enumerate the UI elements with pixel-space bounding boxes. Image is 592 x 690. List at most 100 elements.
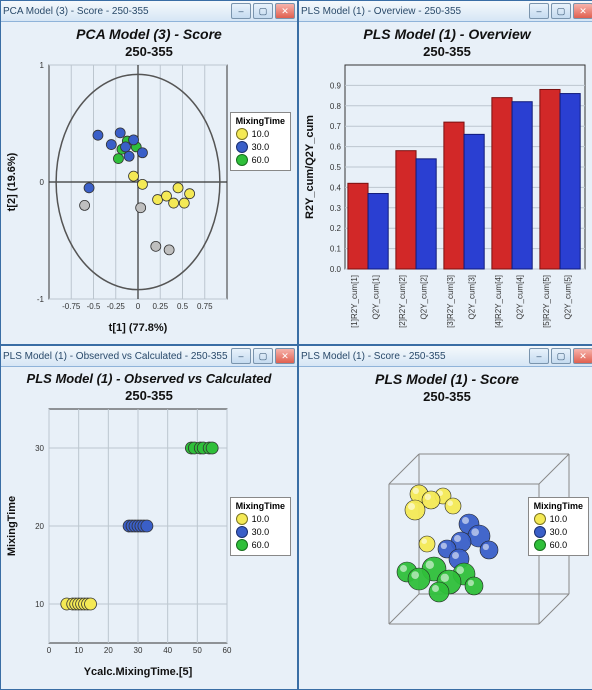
- svg-text:0.4: 0.4: [330, 183, 342, 192]
- window-title: PLS Model (1) - Score - 250-355: [301, 351, 446, 362]
- titlebar[interactable]: PLS Model (1) - Score - 250-355 – ▢ ✕: [299, 346, 592, 367]
- window-pls-observed: PLS Model (1) - Observed vs Calculated -…: [0, 345, 298, 690]
- svg-text:Q2Y_cum[1]: Q2Y_cum[1]: [372, 275, 381, 319]
- svg-text:1: 1: [40, 61, 45, 70]
- close-button[interactable]: ✕: [573, 348, 592, 364]
- chart-subtitle: 250-355: [1, 44, 297, 59]
- legend-label: 60.0: [252, 540, 270, 550]
- legend: MixingTime 10.0 30.0 60.0: [230, 497, 291, 556]
- chart-title: PLS Model (1) - Observed vs Calculated: [1, 371, 297, 386]
- svg-text:t[2] (19.6%): t[2] (19.6%): [6, 152, 18, 211]
- window-buttons: – ▢ ✕: [529, 348, 592, 364]
- legend-swatch: [236, 526, 248, 538]
- legend-item: 30.0: [236, 526, 285, 538]
- chart-subtitle: 250-355: [1, 388, 297, 403]
- window-pls-overview: PLS Model (1) - Overview - 250-355 – ▢ ✕…: [298, 0, 592, 345]
- window-title: PLS Model (1) - Observed vs Calculated -…: [3, 351, 228, 362]
- legend: MixingTime 10.030.060.0: [230, 112, 291, 171]
- svg-text:0.5: 0.5: [177, 302, 189, 311]
- svg-text:[3]R2Y_cum[3]: [3]R2Y_cum[3]: [446, 275, 455, 328]
- maximize-button[interactable]: ▢: [551, 3, 571, 19]
- svg-text:0: 0: [136, 302, 141, 311]
- legend-item: 10.0: [236, 513, 285, 525]
- svg-text:0.8: 0.8: [330, 102, 342, 111]
- svg-text:-0.25: -0.25: [107, 302, 126, 311]
- legend-label: 10.0: [550, 514, 568, 524]
- close-button[interactable]: ✕: [573, 3, 592, 19]
- desktop: PCA Model (3) - Score - 250-355 – ▢ ✕ PC…: [0, 0, 592, 690]
- svg-text:[4]R2Y_cum[4]: [4]R2Y_cum[4]: [494, 275, 503, 328]
- svg-text:-0.75: -0.75: [62, 302, 81, 311]
- svg-text:Q2Y_cum[4]: Q2Y_cum[4]: [516, 275, 525, 319]
- minimize-button[interactable]: –: [231, 348, 251, 364]
- svg-text:20: 20: [104, 646, 113, 655]
- legend-title: MixingTime: [236, 116, 285, 126]
- svg-text:40: 40: [163, 646, 172, 655]
- svg-text:0.25: 0.25: [152, 302, 168, 311]
- legend-label: 60.0: [550, 540, 568, 550]
- titlebar[interactable]: PLS Model (1) - Observed vs Calculated -…: [1, 346, 297, 367]
- titlebar[interactable]: PCA Model (3) - Score - 250-355 – ▢ ✕: [1, 1, 297, 22]
- svg-text:10: 10: [35, 600, 44, 609]
- maximize-button[interactable]: ▢: [551, 348, 571, 364]
- legend-title: MixingTime: [534, 501, 583, 511]
- svg-text:0.2: 0.2: [330, 224, 342, 233]
- svg-text:0.1: 0.1: [330, 245, 342, 254]
- window-buttons: – ▢ ✕: [231, 348, 295, 364]
- titlebar[interactable]: PLS Model (1) - Overview - 250-355 – ▢ ✕: [299, 1, 592, 22]
- maximize-button[interactable]: ▢: [253, 3, 273, 19]
- svg-text:0.7: 0.7: [330, 122, 342, 131]
- maximize-button[interactable]: ▢: [253, 348, 273, 364]
- chart-subtitle: 250-355: [299, 44, 592, 59]
- svg-text:0.75: 0.75: [197, 302, 213, 311]
- svg-text:t[1] (77.8%): t[1] (77.8%): [109, 322, 168, 334]
- legend-swatch: [236, 513, 248, 525]
- svg-text:30: 30: [35, 444, 44, 453]
- close-button[interactable]: ✕: [275, 348, 295, 364]
- legend-swatch: [236, 154, 248, 166]
- svg-text:-1: -1: [37, 295, 45, 304]
- window-buttons: – ▢ ✕: [231, 3, 295, 19]
- pca-scatter-chart: -0.75 -0.5 -0.25 0 0.25 0.5 0.75 -1 0 1 t[1] (77.8…: [1, 59, 297, 344]
- minimize-button[interactable]: –: [231, 3, 251, 19]
- chart-area: PLS Model (1) - Score 250-355 MixingTime…: [299, 367, 592, 689]
- legend-item: 10.0: [534, 513, 583, 525]
- chart-subtitle: 250-355: [299, 389, 592, 404]
- minimize-button[interactable]: –: [529, 3, 549, 19]
- svg-text:60: 60: [223, 646, 232, 655]
- svg-text:0: 0: [40, 178, 45, 187]
- close-button[interactable]: ✕: [275, 3, 295, 19]
- legend-title: MixingTime: [236, 501, 285, 511]
- chart-area: PLS Model (1) - Observed vs Calculated 2…: [1, 367, 297, 689]
- window-pca-score: PCA Model (3) - Score - 250-355 – ▢ ✕ PC…: [0, 0, 298, 345]
- legend: MixingTime 10.0 30.0 60.0: [528, 497, 589, 556]
- chart-area: PCA Model (3) - Score 250-355 -0.75-0.5-…: [1, 22, 297, 344]
- svg-text:0.0: 0.0: [330, 265, 342, 274]
- svg-text:[1]R2Y_cum[1]: [1]R2Y_cum[1]: [350, 275, 359, 328]
- legend-swatch: [534, 513, 546, 525]
- minimize-button[interactable]: –: [529, 348, 549, 364]
- window-title: PLS Model (1) - Overview - 250-355: [301, 6, 461, 17]
- svg-text:Q2Y_cum[3]: Q2Y_cum[3]: [468, 275, 477, 319]
- svg-text:0.9: 0.9: [330, 81, 342, 90]
- legend-label: 30.0: [550, 527, 568, 537]
- svg-text:[5]R2Y_cum[5]: [5]R2Y_cum[5]: [542, 275, 551, 328]
- svg-text:0.5: 0.5: [330, 163, 342, 172]
- legend-label: 30.0: [252, 527, 270, 537]
- svg-text:Q2Y_cum[2]: Q2Y_cum[2]: [420, 275, 429, 319]
- legend-label: 10.0: [252, 514, 270, 524]
- svg-text:-0.5: -0.5: [87, 302, 101, 311]
- svg-text:Q2Y_cum[5]: Q2Y_cum[5]: [564, 275, 573, 319]
- legend-item: 30.0: [534, 526, 583, 538]
- svg-text:MixingTime: MixingTime: [6, 496, 18, 556]
- legend-item: 30.0: [236, 141, 285, 153]
- svg-text:0.6: 0.6: [330, 143, 342, 152]
- chart-title: PCA Model (3) - Score: [1, 26, 297, 42]
- svg-text:50: 50: [193, 646, 202, 655]
- legend-swatch: [236, 539, 248, 551]
- legend-label: 30.0: [252, 142, 270, 152]
- legend-swatch: [534, 539, 546, 551]
- svg-text:10: 10: [74, 646, 83, 655]
- legend-label: 60.0: [252, 155, 270, 165]
- chart-area: PLS Model (1) - Overview 250-355 0.00.10…: [299, 22, 592, 344]
